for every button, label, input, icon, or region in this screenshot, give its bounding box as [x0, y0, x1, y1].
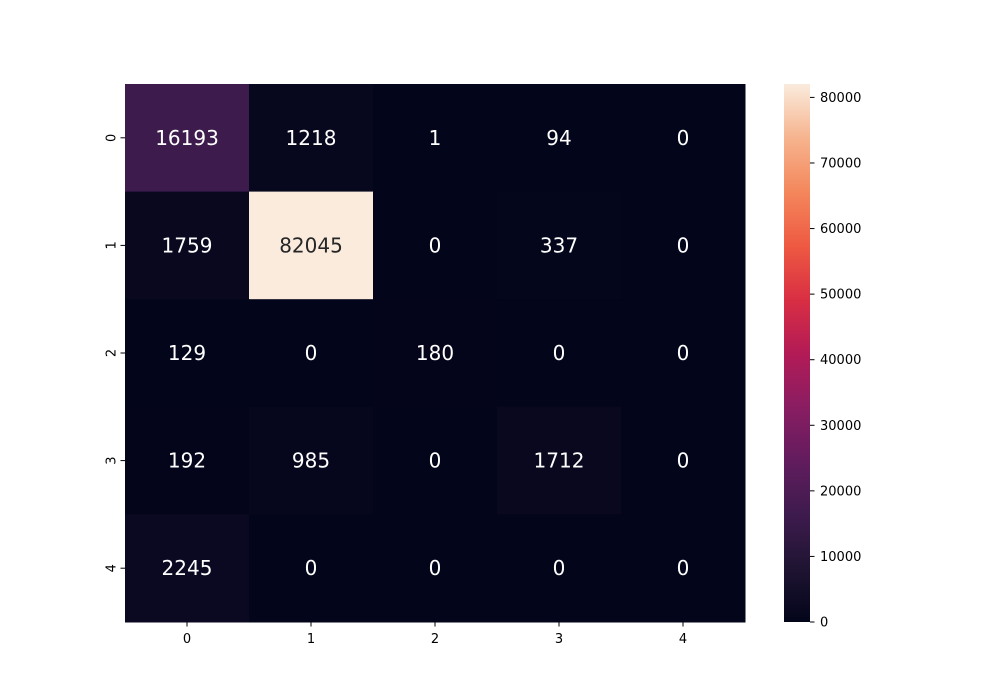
heatmap-cell [249, 191, 374, 300]
colorbar-tick-label: 0 [820, 616, 828, 631]
heatmap-cell [497, 299, 622, 408]
x-tick-label: 4 [679, 632, 687, 647]
x-tick-label: 2 [431, 632, 439, 647]
cell-value-label: 0 [305, 556, 318, 580]
y-tick-label: 4 [105, 564, 120, 572]
heatmap-cell [373, 84, 498, 193]
cell-value-label: 82045 [279, 233, 343, 257]
heatmap-cell [497, 406, 622, 515]
heatmap-cell [621, 84, 746, 193]
cell-value-label: 0 [677, 341, 690, 365]
x-axis-ticks: 0 1 2 3 4 [183, 622, 687, 647]
heatmap-cell [125, 299, 250, 408]
heatmap-cells: 16193 1218 1 94 0 1759 82045 0 337 0 129 0 180 0 0 192 9… [125, 84, 746, 623]
heatmap-cell [497, 84, 622, 193]
heatmap-cell [373, 191, 498, 300]
cell-value-label: 2245 [162, 556, 213, 580]
heatmap-cell [621, 299, 746, 408]
heatmap-cell [125, 84, 250, 193]
colorbar-tick-label: 60000 [820, 222, 861, 237]
cell-value-label: 1759 [162, 233, 213, 257]
heatmap-cell [373, 514, 498, 623]
x-tick-label: 1 [307, 632, 315, 647]
heatmap-cell [621, 191, 746, 300]
colorbar-tick-label: 40000 [820, 353, 861, 368]
colorbar-ticks: 0 10000 20000 30000 40000 50000 60000 70000 8000… [810, 91, 861, 631]
heatmap-cell [249, 84, 374, 193]
cell-value-label: 0 [553, 556, 566, 580]
heatmap-cell [125, 514, 250, 623]
heatmap-cell [125, 191, 250, 300]
colorbar-tick-label: 50000 [820, 288, 861, 303]
cell-value-label: 1218 [286, 126, 337, 150]
y-tick-label: 2 [105, 349, 120, 357]
cell-value-label: 337 [540, 233, 578, 257]
cell-value-label: 0 [677, 126, 690, 150]
cell-value-label: 0 [305, 341, 318, 365]
colorbar-tick-label: 30000 [820, 419, 861, 434]
cell-value-label: 16193 [155, 126, 219, 150]
heatmap-cell [621, 406, 746, 515]
colorbar-tick-label: 10000 [820, 550, 861, 565]
cell-value-label: 985 [292, 449, 330, 473]
cell-value-label: 0 [429, 556, 442, 580]
x-tick-label: 3 [555, 632, 563, 647]
colorbar-gradient [784, 84, 810, 622]
colorbar-tick-label: 70000 [820, 156, 861, 171]
heatmap-cell [373, 299, 498, 408]
heatmap-cell [497, 514, 622, 623]
y-tick-label: 3 [105, 456, 120, 464]
y-axis-ticks: 0 1 2 3 4 [105, 134, 125, 572]
x-tick-label: 0 [183, 632, 191, 647]
colorbar [784, 84, 810, 622]
cell-value-label: 0 [677, 449, 690, 473]
heatmap-cell [249, 514, 374, 623]
heatmap-cell [373, 406, 498, 515]
y-tick-label: 1 [105, 241, 120, 249]
cell-value-label: 94 [546, 126, 571, 150]
cell-value-label: 180 [416, 341, 454, 365]
cell-value-label: 129 [168, 341, 206, 365]
colorbar-tick-label: 80000 [820, 91, 861, 106]
cell-value-label: 0 [429, 449, 442, 473]
y-tick-label: 0 [105, 134, 120, 142]
cell-value-label: 0 [677, 233, 690, 257]
heatmap-cell [497, 191, 622, 300]
cell-value-label: 1712 [534, 449, 585, 473]
colorbar-tick-label: 20000 [820, 484, 861, 499]
cell-value-label: 0 [429, 233, 442, 257]
heatmap-cell [125, 406, 250, 515]
cell-value-label: 192 [168, 449, 206, 473]
cell-value-label: 0 [677, 556, 690, 580]
heatmap-cell [621, 514, 746, 623]
heatmap-cell [249, 406, 374, 515]
cell-value-label: 0 [553, 341, 566, 365]
cell-value-label: 1 [429, 126, 442, 150]
heatmap-cell [249, 299, 374, 408]
